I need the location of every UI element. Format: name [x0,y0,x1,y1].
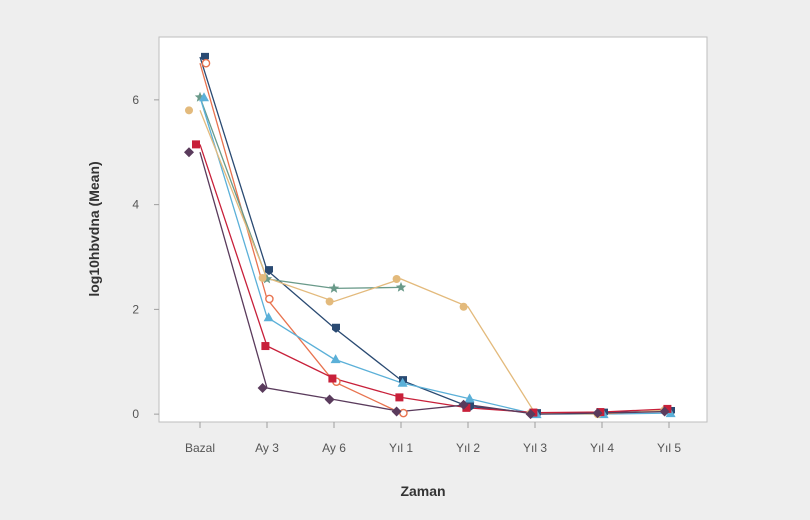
data-point-s1-2 [332,323,340,333]
data-point-s7-7 [659,406,670,417]
data-point-s2-3 [399,408,408,418]
data-point-s5-3 [392,275,401,283]
series-lines [199,56,670,415]
series-line-6 [199,144,670,414]
series-line-5 [199,110,670,415]
data-point-s6-0 [192,140,200,149]
data-point-s3-2 [328,282,340,293]
data-point-s6-4 [462,403,471,412]
x-axis: Bazal Ay 3 Ay 6 Yıl 1 Yıl 2 Yıl 3 Yıl 4 Yıl 5 [185,422,681,455]
x-tick-label: Yıl 2 [456,441,480,455]
series-line-7 [199,152,670,415]
y-axis-title: log10hbvdna (Mean) [86,161,102,296]
data-point-s4-3 [397,377,408,387]
data-point-s7-6 [592,408,603,419]
data-point-s6-3 [395,393,404,402]
x-tick-label: Yıl 4 [590,441,614,455]
x-tick-label: Yıl 1 [389,441,413,455]
data-point-s7-3 [391,406,402,417]
y-tick-label: 0 [132,407,139,421]
x-tick-label: Bazal [185,441,215,455]
data-point-s6-2 [328,374,337,383]
data-point-s6-1 [261,342,270,351]
x-tick-label: Yıl 5 [657,441,681,455]
series-line-2 [199,63,402,414]
x-tick-label: Yıl 3 [523,441,547,455]
data-point-s1-1 [265,266,273,276]
data-point-s2-1 [265,294,274,304]
y-axis: 0 2 4 6 [132,93,159,421]
data-point-s7-2 [324,394,335,405]
x-axis-title: Zaman [400,483,445,499]
data-point-s3-1 [261,273,273,284]
data-point-s4-4 [464,393,475,403]
data-point-s4-0 [199,92,209,102]
data-point-s2-0 [201,58,211,68]
y-tick-label: 4 [132,198,139,212]
data-point-s5-2 [325,297,334,306]
data-point-s5-4 [459,302,468,311]
data-point-s7-5 [525,409,536,420]
data-point-s6-7 [663,404,672,413]
y-tick-label: 6 [132,93,139,107]
data-point-s3-3 [395,281,407,292]
data-point-s4-2 [330,354,341,364]
x-tick-label: Ay 3 [255,441,279,455]
x-tick-label: Ay 6 [322,441,346,455]
data-point-s4-1 [263,312,274,322]
data-point-s7-0 [184,147,194,158]
data-point-s7-1 [257,382,268,393]
data-point-s3-0 [194,91,206,102]
data-point-s7-4 [458,399,469,410]
plot-area [158,36,708,423]
data-point-s5-0 [185,106,193,115]
series-markers [184,52,676,420]
series-line-3 [199,96,402,290]
data-point-s5-1 [258,273,267,282]
y-tick-label: 2 [132,302,139,316]
